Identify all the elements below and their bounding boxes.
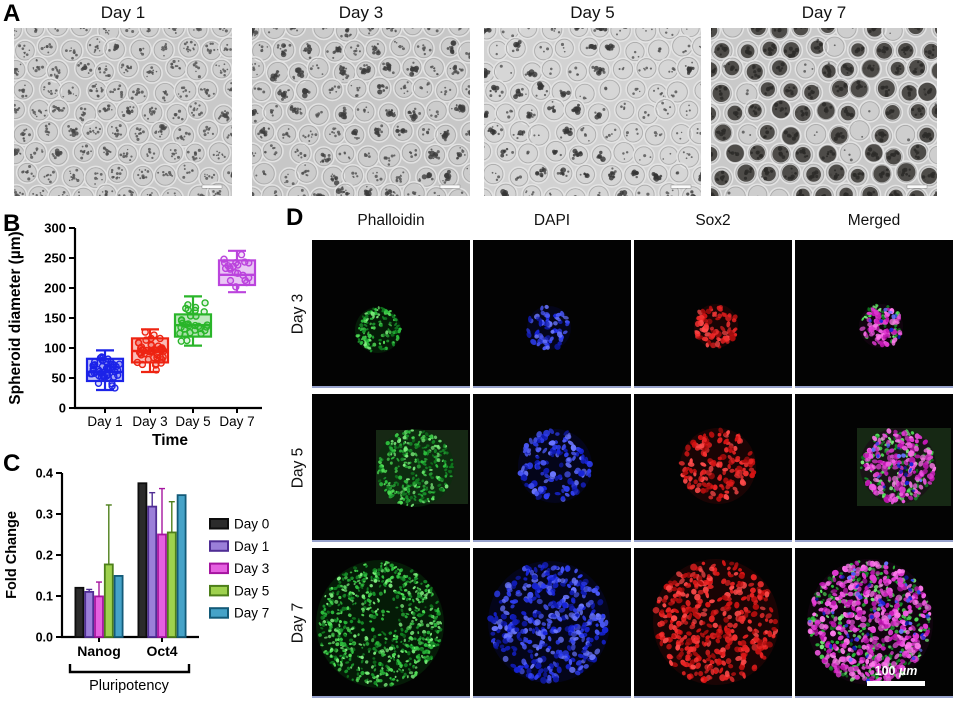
svg-text:Spheroid diameter (µm): Spheroid diameter (µm) xyxy=(7,231,24,404)
svg-text:Day 0: Day 0 xyxy=(234,517,269,532)
tile-day5-merged xyxy=(795,394,953,542)
brightfield-microscopy-image-day-3 xyxy=(252,28,470,196)
svg-text:Nanog: Nanog xyxy=(77,643,121,659)
tile-day3-phalloidin xyxy=(312,240,470,388)
svg-text:0.1: 0.1 xyxy=(36,590,53,604)
panel-b-label: B xyxy=(3,210,21,237)
tile-day7-phalloidin xyxy=(312,548,470,698)
svg-text:0.2: 0.2 xyxy=(36,549,53,563)
tile-day7-merged: 100 µm xyxy=(795,548,953,698)
day-5-title: Day 5 xyxy=(570,3,615,22)
brightfield-microscopy-image-day-1 xyxy=(14,28,232,196)
svg-text:Time: Time xyxy=(152,432,188,449)
row-label-day-3: Day 3 xyxy=(289,293,306,335)
panel-c-label: C xyxy=(3,450,21,477)
spheroid-diameter-boxplot: 0 50 100 150 200 250 300 Day 1 Day 3 Day 5 Day 7 Sp… xyxy=(7,221,262,449)
tile-day7-sox2 xyxy=(634,548,792,698)
svg-text:Day 1: Day 1 xyxy=(234,539,269,554)
svg-text:0.0: 0.0 xyxy=(36,631,53,645)
svg-text:Day 5: Day 5 xyxy=(234,583,269,598)
tile-day3-sox2 xyxy=(634,240,792,388)
row-label-day-7: Day 7 xyxy=(289,602,306,644)
svg-text:200: 200 xyxy=(44,281,66,296)
column-header-merged: Merged xyxy=(847,212,901,229)
tile-day3-merged xyxy=(795,240,953,388)
brightfield-microscopy-image-day-5 xyxy=(484,28,701,196)
svg-text:0: 0 xyxy=(59,401,66,416)
panel-d-label: D xyxy=(286,204,304,231)
svg-text:250: 250 xyxy=(44,251,66,266)
column-header-phalloidin: Phalloidin xyxy=(357,212,425,229)
svg-text:0.3: 0.3 xyxy=(36,508,53,522)
tile-day7-dapi xyxy=(473,548,631,698)
tile-day5-phalloidin xyxy=(312,394,470,542)
tile-day5-dapi xyxy=(473,394,631,542)
tile-day3-dapi xyxy=(473,240,631,388)
svg-text:Day 5: Day 5 xyxy=(175,414,210,429)
day-3-title: Day 3 xyxy=(338,3,384,22)
column-header-dapi: DAPI xyxy=(533,212,571,229)
day-7-title: Day 7 xyxy=(801,3,847,22)
svg-text:Day 3: Day 3 xyxy=(234,561,269,576)
panel-a-label: A xyxy=(3,0,21,27)
svg-text:50: 50 xyxy=(52,371,66,386)
day-1-title: Day 1 xyxy=(100,3,146,22)
svg-text:Fold Change: Fold Change xyxy=(4,511,20,599)
brightfield-microscopy-image-day-7 xyxy=(711,28,937,196)
svg-text:100: 100 xyxy=(44,341,66,356)
row-label-day-5: Day 5 xyxy=(289,447,306,489)
svg-text:0.4: 0.4 xyxy=(36,467,53,481)
tile-day5-sox2 xyxy=(634,394,792,542)
svg-text:Day 7: Day 7 xyxy=(219,414,254,429)
column-header-sox2: Sox2 xyxy=(695,212,731,229)
svg-text:Day 1: Day 1 xyxy=(87,414,122,429)
fold-change-bar-chart: 0.0 0.1 0.2 0.3 0.4 Fold Change Nanog Oct4 Pluri… xyxy=(4,467,269,695)
svg-text:Day 3: Day 3 xyxy=(132,414,167,429)
svg-text:150: 150 xyxy=(44,311,66,326)
svg-text:300: 300 xyxy=(44,221,66,236)
svg-text:Pluripotency: Pluripotency xyxy=(89,678,170,694)
svg-text:Day 7: Day 7 xyxy=(234,606,269,621)
svg-text:Oct4: Oct4 xyxy=(146,643,177,659)
